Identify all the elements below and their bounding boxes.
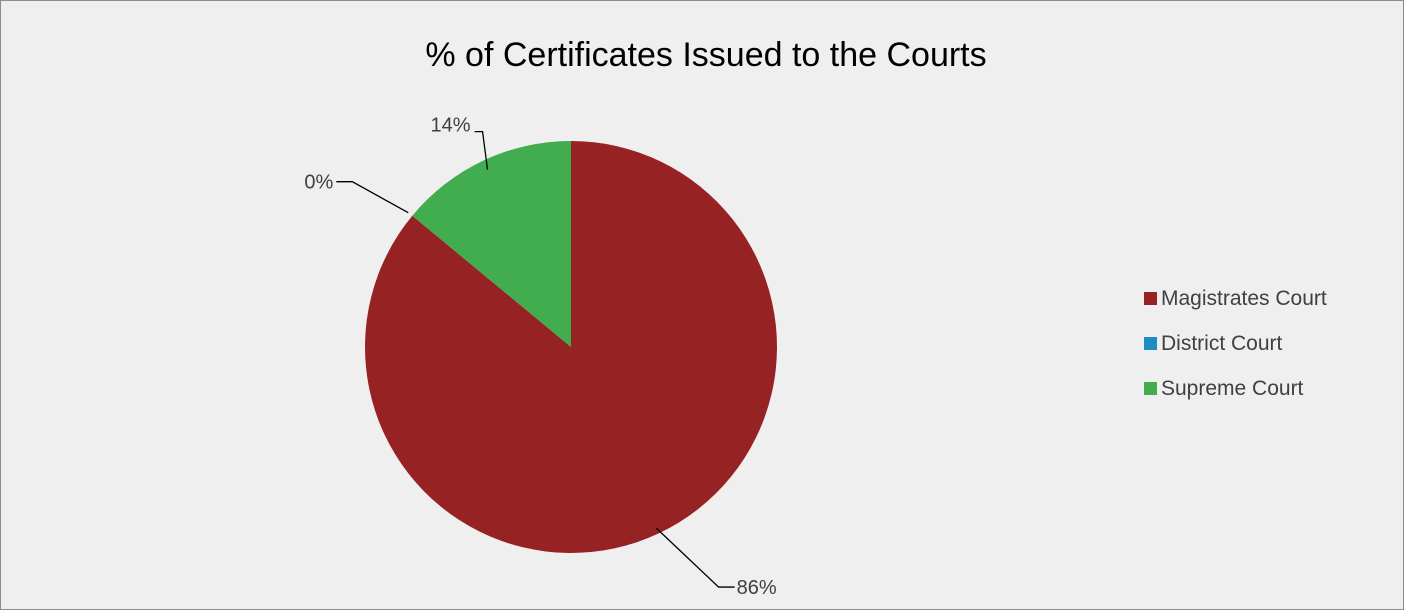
chart-title: % of Certificates Issued to the Courts	[425, 36, 986, 74]
pie-slices	[364, 141, 777, 553]
leader-line-district-court	[336, 181, 409, 214]
legend-swatch-magistrates-court	[1144, 292, 1157, 305]
data-label-district-court: 0%	[304, 172, 333, 194]
legend-swatch-supreme-court	[1144, 382, 1157, 395]
data-labels: 86% 0% 14%	[304, 115, 776, 599]
legend-label-magistrates-court: Magistrates Court	[1161, 287, 1327, 310]
legend-label-supreme-court: Supreme Court	[1161, 377, 1304, 400]
data-label-magistrates-court: 86%	[737, 577, 777, 599]
legend: Magistrates Court District Court Supreme C…	[1144, 287, 1327, 400]
pie-slice-supreme-court	[412, 141, 571, 347]
leader-line-magistrates-court	[655, 527, 735, 588]
legend-swatch-district-court	[1144, 337, 1157, 350]
legend-label-district-court: District Court	[1161, 332, 1283, 355]
leader-line-supreme-court	[474, 131, 489, 170]
leader-lines	[336, 131, 735, 588]
data-label-supreme-court: 14%	[431, 115, 471, 137]
